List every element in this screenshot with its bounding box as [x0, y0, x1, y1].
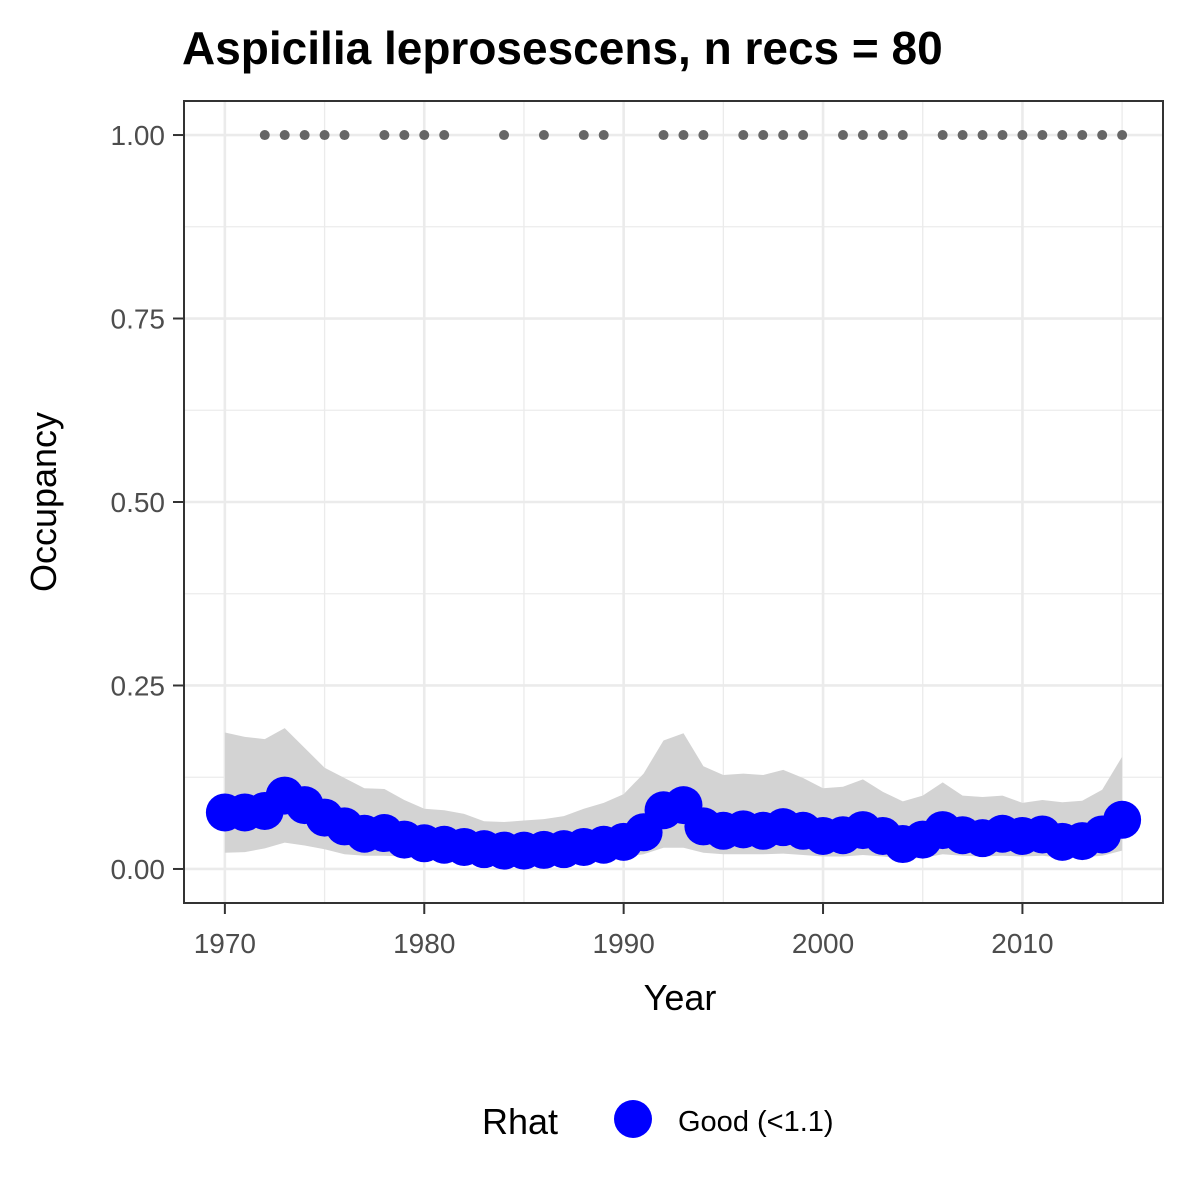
record-point [499, 130, 510, 141]
record-point [598, 130, 609, 141]
record-point [897, 130, 908, 141]
record-point [957, 130, 968, 141]
legend: Rhat Good (<1.1) [482, 1100, 834, 1142]
record-point [1077, 130, 1088, 141]
y-tick-label: 0.25 [111, 670, 166, 701]
x-tick-label: 2000 [792, 928, 854, 959]
y-tick-label: 0.75 [111, 304, 166, 335]
legend-key-good [614, 1100, 652, 1138]
y-tick-label: 1.00 [111, 120, 166, 151]
x-tick-label: 1980 [393, 928, 455, 959]
record-point [857, 130, 868, 141]
record-point [419, 130, 430, 141]
record-point [1097, 130, 1108, 141]
x-tick-label: 1990 [593, 928, 655, 959]
record-point [997, 130, 1008, 141]
y-tick-label: 0.00 [111, 854, 166, 885]
record-point [798, 130, 809, 141]
occupancy-points [205, 776, 1142, 870]
record-point [977, 130, 988, 141]
record-point [698, 130, 709, 141]
legend-label-good: Good (<1.1) [678, 1106, 834, 1138]
record-point [758, 130, 769, 141]
x-tick-label: 2010 [991, 928, 1053, 959]
record-point [578, 130, 589, 141]
x-axis: 1970 1980 1990 2000 2010 [194, 902, 1054, 959]
record-point [937, 130, 948, 141]
record-point [1017, 130, 1028, 141]
record-point [1037, 130, 1048, 141]
record-point [658, 130, 669, 141]
chart-title: Aspicilia leprosescens, n recs = 80 [182, 22, 943, 74]
record-point [299, 130, 310, 141]
record-point [1057, 130, 1068, 141]
record-point [439, 130, 450, 141]
record-point [877, 130, 888, 141]
record-point [778, 130, 789, 141]
record-point [678, 130, 689, 141]
record-points [259, 130, 1128, 141]
legend-title: Rhat [482, 1101, 558, 1142]
record-point [259, 130, 270, 141]
record-point [738, 130, 749, 141]
record-point [279, 130, 290, 141]
record-point [319, 130, 330, 141]
y-axis-title: Occupancy [23, 412, 64, 592]
record-point [339, 130, 350, 141]
y-tick-label: 0.50 [111, 487, 166, 518]
record-point [379, 130, 390, 141]
record-point [538, 130, 549, 141]
y-axis: 0.00 0.25 0.50 0.75 1.00 [111, 120, 185, 885]
record-point [1117, 130, 1128, 141]
record-point [837, 130, 848, 141]
occupancy-point [1103, 800, 1142, 839]
x-axis-title: Year [644, 977, 717, 1018]
x-tick-label: 1970 [194, 928, 256, 959]
record-point [399, 130, 410, 141]
